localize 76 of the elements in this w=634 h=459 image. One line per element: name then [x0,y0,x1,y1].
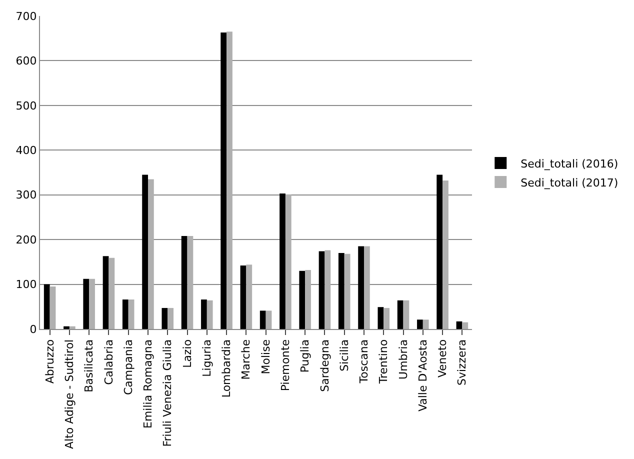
legend-label: Sedi_totali (2017) [520,176,618,190]
x-tick-label: Umbria [396,339,410,380]
bar [442,180,448,329]
bar [280,194,286,329]
bar [456,321,462,329]
legend-label: Sedi_totali (2016) [520,157,618,170]
bar [260,310,266,329]
x-tick-label: Friuli Venezia Giulia [161,339,174,447]
bar [364,246,370,329]
x-tick-label: Sicilia [338,339,351,372]
bar [403,300,410,329]
x-tick-label: Liguria [200,339,214,377]
x-tick-label: Svizzera [456,339,469,386]
bar [266,310,272,329]
y-tick-label: 300 [16,188,37,202]
bar [226,32,232,329]
bar [50,286,56,329]
bar [162,308,168,329]
bar [344,254,350,329]
bar [436,174,443,329]
x-tick-label: Trentino [377,339,390,385]
bar [122,299,128,329]
x-tick-label: Lazio [180,339,194,368]
bar [305,270,311,329]
y-tick-label: 500 [16,99,37,112]
bar [64,326,70,329]
x-tick-label: Piemonte [279,339,292,392]
bar [201,299,207,329]
bar [285,194,292,329]
x-tick-label: Calabria [102,339,116,385]
bar [240,266,246,329]
x-tick-label: Marche [240,339,253,380]
bar [44,284,50,329]
x-tick-label: Alto Adige - Sudtirol [63,339,76,449]
bar [142,174,148,329]
y-tick-label: 700 [16,10,37,23]
bar [462,322,468,329]
bar [128,299,134,329]
bar [220,32,227,329]
bar [397,300,404,329]
bar [378,307,384,329]
x-tick-label: Emilia Romagna [142,339,155,429]
x-tick-label: Puglia [298,339,312,373]
x-tick-label: Lombardia [220,339,234,398]
bar [324,250,331,329]
bar [102,256,109,329]
x-tick-label: Molise [259,339,272,374]
x-tick-label: Veneto [436,339,450,378]
x-tick-label: Campania [122,339,135,396]
bar [181,236,188,329]
y-tick-label: 400 [16,144,37,157]
bar [69,326,76,329]
bar [89,278,95,329]
y-tick-label: 200 [16,233,37,246]
bar [417,320,423,329]
x-tick-label: Valle D'Aosta [416,339,430,412]
bar [246,264,252,329]
bar [206,300,213,329]
x-tick-label: Basilicata [82,339,96,392]
y-tick-label: 100 [16,278,37,292]
bar [83,278,90,329]
bar [187,236,194,329]
x-tick-label: Sardegna [318,339,332,392]
bar [299,270,306,329]
bar [168,308,174,329]
y-tick-label: 600 [16,54,37,68]
bar [358,246,364,329]
x-tick-label: Abruzzo [43,339,56,384]
y-tick-label: 0 [30,322,37,336]
bar [148,179,154,329]
bar [108,258,115,329]
bar [338,252,344,329]
bar [318,251,325,329]
bar [422,320,429,329]
bar [384,308,390,329]
x-tick-label: Toscana [358,339,371,384]
